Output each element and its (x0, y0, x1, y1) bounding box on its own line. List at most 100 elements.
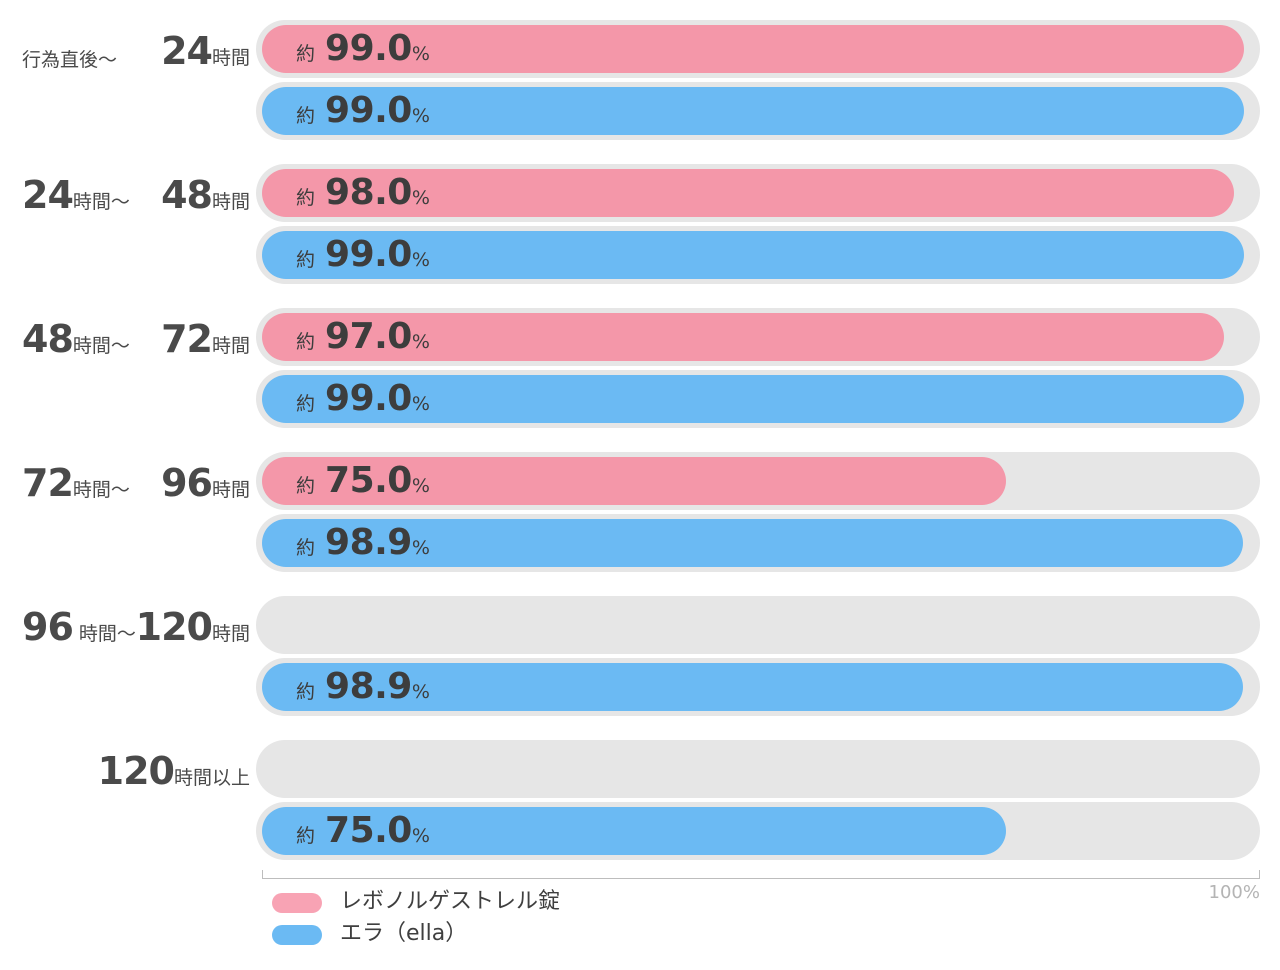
legend-swatch-ella (272, 925, 322, 945)
range-end-number: 120 (135, 605, 213, 649)
data-label-3-1: 約 98.9% (296, 519, 430, 567)
range-end-unit: 時間 (211, 623, 250, 645)
range-start-unit: 時間〜 (72, 191, 130, 213)
range-start-number: 24 (22, 173, 74, 217)
data-label-prefix: 約 (296, 825, 316, 847)
bar-1-1: 約 99.0% (262, 231, 1244, 279)
data-label-0-0: 約 99.0% (296, 25, 430, 73)
x-axis-tick-start (262, 870, 263, 879)
range-end-label: 120時間以上 (98, 752, 250, 790)
range-start-label: 72時間〜 (22, 464, 130, 502)
range-start-number: 72 (22, 461, 74, 505)
range-end-unit: 時間 (211, 335, 250, 357)
range-start-number: 48 (22, 317, 74, 361)
data-label-prefix: 約 (296, 187, 316, 209)
bar-track-0-1: 約 99.0% (256, 82, 1260, 140)
range-start-unit: 時間〜 (72, 335, 130, 357)
data-label-0-1: 約 99.0% (296, 87, 430, 135)
bar-track-2-1: 約 99.0% (256, 370, 1260, 428)
data-label-2-0: 約 97.0% (296, 313, 430, 361)
range-end-label: 72時間 (161, 320, 250, 358)
data-label-5-1: 約 75.0% (296, 807, 430, 855)
range-end-number: 96 (161, 461, 213, 505)
group-label-2: 48時間〜 72時間 (0, 318, 256, 358)
data-label-unit: % (411, 393, 430, 415)
bar-track-4-0 (256, 596, 1260, 654)
data-label-prefix: 約 (296, 537, 316, 559)
group-label-4: 96 時間〜 120時間 (0, 606, 256, 646)
range-start-unit: 時間〜 (72, 479, 130, 501)
range-end-unit: 時間 (211, 191, 250, 213)
data-label-unit: % (411, 249, 430, 271)
bar-5-1: 約 75.0% (262, 807, 1006, 855)
bar-track-2-0: 約 97.0% (256, 308, 1260, 366)
bar-0-1: 約 99.0% (262, 87, 1244, 135)
data-label-prefix: 約 (296, 43, 316, 65)
data-label-prefix: 約 (296, 475, 316, 497)
data-label-value: 98.9 (325, 666, 412, 707)
range-end-unit: 時間以上 (173, 767, 250, 789)
range-end-number: 48 (161, 173, 213, 217)
bar-track-3-1: 約 98.9% (256, 514, 1260, 572)
range-start-label: 24時間〜 (22, 176, 130, 214)
data-label-value: 98.9 (325, 522, 412, 563)
data-label-unit: % (411, 331, 430, 353)
x-axis-tick-end (1259, 870, 1260, 879)
range-start-number: 96 (22, 605, 74, 649)
x-axis-line (262, 878, 1260, 879)
range-end-number: 24 (161, 29, 213, 73)
range-end-label: 120時間 (136, 608, 250, 646)
data-label-prefix: 約 (296, 331, 316, 353)
group-label-1: 24時間〜 48時間 (0, 174, 256, 214)
range-end-label: 96時間 (161, 464, 250, 502)
bar-3-0: 約 75.0% (262, 457, 1006, 505)
bar-track-1-1: 約 99.0% (256, 226, 1260, 284)
data-label-unit: % (411, 187, 430, 209)
bar-2-1: 約 99.0% (262, 375, 1244, 423)
bar-track-0-0: 約 99.0% (256, 20, 1260, 78)
bar-4-1: 約 98.9% (262, 663, 1243, 711)
data-label-value: 75.0 (325, 460, 412, 501)
data-label-value: 75.0 (325, 810, 412, 851)
bar-track-4-1: 約 98.9% (256, 658, 1260, 716)
legend-swatch-levonorgestrel (272, 893, 322, 913)
group-label-5: 120時間以上 (0, 750, 256, 790)
range-start-label: 48時間〜 (22, 320, 130, 358)
bar-track-1-0: 約 98.0% (256, 164, 1260, 222)
data-label-unit: % (411, 825, 430, 847)
data-label-value: 97.0 (325, 316, 412, 357)
data-label-value: 99.0 (325, 234, 412, 275)
data-label-prefix: 約 (296, 681, 316, 703)
range-start-unit: 行為直後〜 (22, 49, 118, 71)
data-label-unit: % (411, 43, 430, 65)
bar-2-0: 約 97.0% (262, 313, 1224, 361)
group-label-0: 行為直後〜 24時間 (0, 30, 256, 70)
bar-track-5-1: 約 75.0% (256, 802, 1260, 860)
data-label-prefix: 約 (296, 249, 316, 271)
data-label-value: 99.0 (325, 90, 412, 131)
range-end-label: 24時間 (161, 32, 250, 70)
data-label-1-1: 約 99.0% (296, 231, 430, 279)
data-label-prefix: 約 (296, 393, 316, 415)
range-start-label: 96 時間〜 (22, 608, 136, 646)
data-label-unit: % (411, 537, 430, 559)
data-label-4-1: 約 98.9% (296, 663, 430, 711)
range-end-unit: 時間 (211, 479, 250, 501)
bar-1-0: 約 98.0% (262, 169, 1234, 217)
data-label-2-1: 約 99.0% (296, 375, 430, 423)
data-label-unit: % (411, 105, 430, 127)
legend-label-ella: エラ（ella） (340, 921, 468, 946)
data-label-value: 99.0 (325, 378, 412, 419)
range-start-unit: 時間〜 (72, 623, 136, 645)
bar-0-0: 約 99.0% (262, 25, 1244, 73)
range-start-label: 行為直後〜 (22, 51, 117, 70)
range-end-number: 120 (97, 749, 175, 793)
bar-track-5-0 (256, 740, 1260, 798)
data-label-unit: % (411, 475, 430, 497)
group-label-3: 72時間〜 96時間 (0, 462, 256, 502)
legend-label-levonorgestrel: レボノルゲストレル錠 (340, 889, 561, 914)
range-end-number: 72 (161, 317, 213, 361)
data-label-unit: % (411, 681, 430, 703)
bar-track-3-0: 約 75.0% (256, 452, 1260, 510)
